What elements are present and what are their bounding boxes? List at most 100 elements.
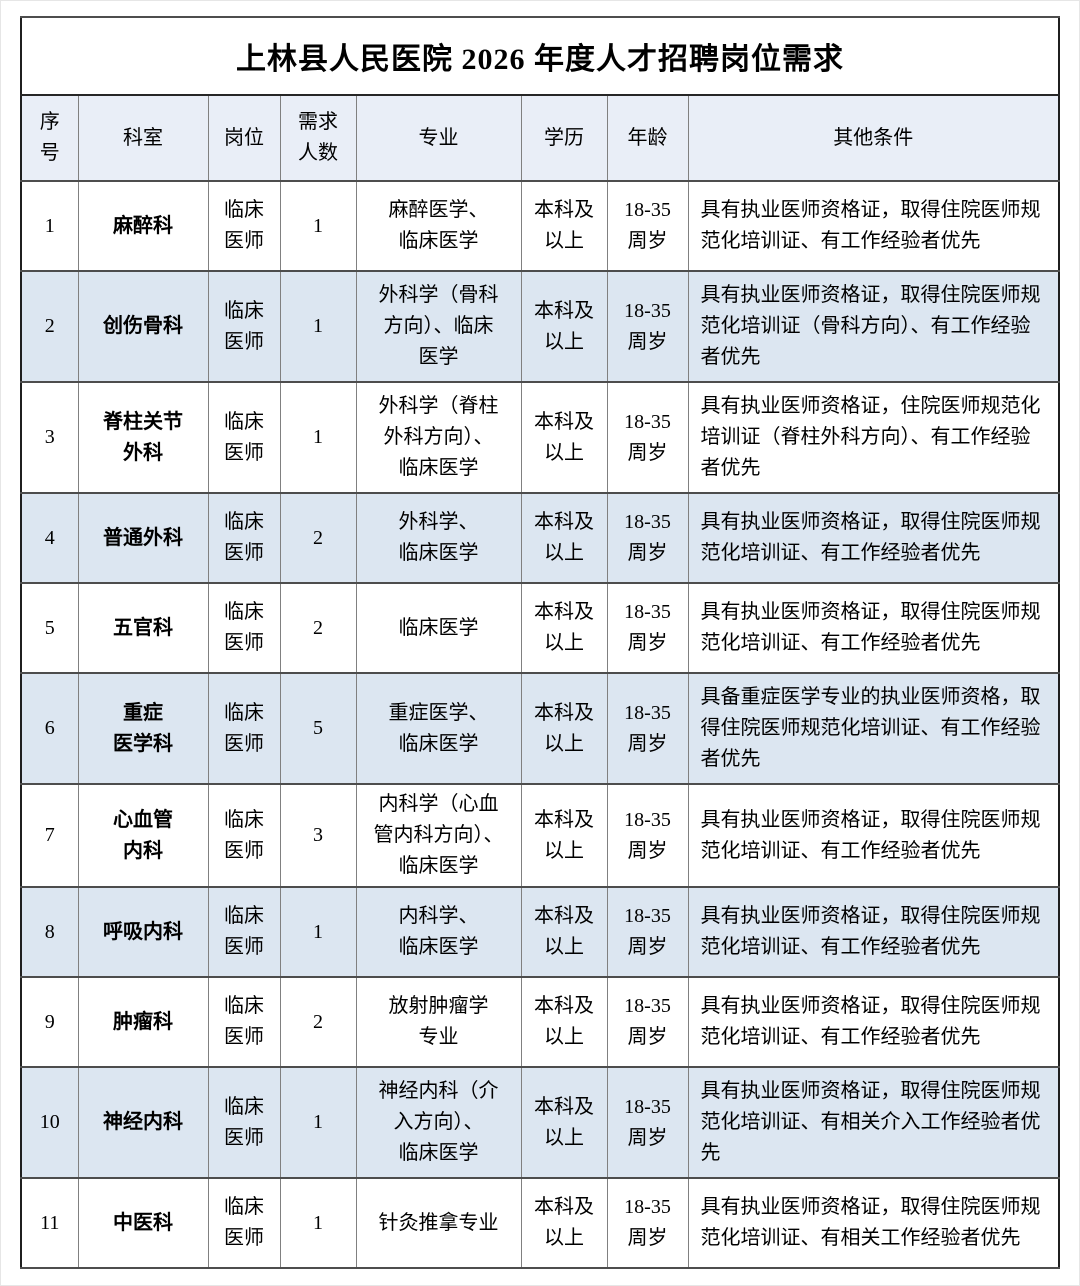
recruitment-table: 上林县人民医院 2026 年度人才招聘岗位需求 序 号 科室 岗位 需求 人数 … <box>20 16 1060 1269</box>
cell-age: 18-35 周岁 <box>606 672 689 785</box>
cell-education: 本科及 以上 <box>520 582 608 674</box>
cell-other: 具有执业医师资格证，取得住院医师规范化培训证、有工作经验者优先 <box>687 180 1060 272</box>
cell-other: 具有执业医师资格证，取得住院医师规范化培训证、有工作经验者优先 <box>687 783 1060 888</box>
cell-no: 9 <box>20 976 79 1068</box>
cell-position: 临床 医师 <box>207 582 281 674</box>
cell-age: 18-35 周岁 <box>606 180 689 272</box>
cell-age: 18-35 周岁 <box>606 1066 689 1179</box>
cell-no: 10 <box>20 1066 79 1179</box>
cell-education: 本科及 以上 <box>520 672 608 785</box>
cell-count: 2 <box>279 976 357 1068</box>
cell-count: 1 <box>279 886 357 978</box>
cell-other: 具有执业医师资格证，取得住院医师规范化培训证、有相关介入工作经验者优先 <box>687 1066 1060 1179</box>
cell-count: 1 <box>279 270 357 383</box>
cell-major: 外科学（骨科 方向）、临床 医学 <box>355 270 522 383</box>
table-row: 4 普通外科 临床 医师 2 外科学、 临床医学 本科及 以上 18-35 周岁… <box>20 492 1060 584</box>
cell-age: 18-35 周岁 <box>606 381 689 494</box>
cell-position: 临床 医师 <box>207 180 281 272</box>
cell-no: 7 <box>20 783 79 888</box>
cell-dept: 五官科 <box>77 582 209 674</box>
cell-no: 4 <box>20 492 79 584</box>
table-row: 10 神经内科 临床 医师 1 神经内科（介 入方向）、 临床医学 本科及 以上… <box>20 1066 1060 1179</box>
cell-no: 1 <box>20 180 79 272</box>
cell-age: 18-35 周岁 <box>606 1177 689 1269</box>
cell-count: 2 <box>279 492 357 584</box>
cell-education: 本科及 以上 <box>520 270 608 383</box>
header-dept: 科室 <box>77 94 209 182</box>
cell-no: 3 <box>20 381 79 494</box>
cell-count: 5 <box>279 672 357 785</box>
cell-count: 1 <box>279 1066 357 1179</box>
cell-major: 重症医学、 临床医学 <box>355 672 522 785</box>
cell-age: 18-35 周岁 <box>606 783 689 888</box>
header-education: 学历 <box>520 94 608 182</box>
cell-other: 具有执业医师资格证，取得住院医师规范化培训证（骨科方向）、有工作经验者优先 <box>687 270 1060 383</box>
cell-other: 具有执业医师资格证，住院医师规范化培训证（脊柱外科方向）、有工作经验者优先 <box>687 381 1060 494</box>
table-row: 8 呼吸内科 临床 医师 1 内科学、 临床医学 本科及 以上 18-35 周岁… <box>20 886 1060 978</box>
cell-other: 具有执业医师资格证，取得住院医师规范化培训证、有工作经验者优先 <box>687 582 1060 674</box>
cell-age: 18-35 周岁 <box>606 270 689 383</box>
cell-dept: 神经内科 <box>77 1066 209 1179</box>
cell-other: 具备重症医学专业的执业医师资格，取得住院医师规范化培训证、有工作经验者优先 <box>687 672 1060 785</box>
cell-no: 2 <box>20 270 79 383</box>
cell-education: 本科及 以上 <box>520 886 608 978</box>
cell-count: 1 <box>279 1177 357 1269</box>
cell-major: 放射肿瘤学 专业 <box>355 976 522 1068</box>
cell-education: 本科及 以上 <box>520 492 608 584</box>
cell-dept: 脊柱关节 外科 <box>77 381 209 494</box>
cell-count: 3 <box>279 783 357 888</box>
table-row: 7 心血管 内科 临床 医师 3 内科学（心血 管内科方向）、 临床医学 本科及… <box>20 783 1060 888</box>
cell-position: 临床 医师 <box>207 976 281 1068</box>
table-row: 1 麻醉科 临床 医师 1 麻醉医学、 临床医学 本科及 以上 18-35 周岁… <box>20 180 1060 272</box>
header-major: 专业 <box>355 94 522 182</box>
cell-dept: 重症 医学科 <box>77 672 209 785</box>
cell-major: 外科学（脊柱 外科方向）、 临床医学 <box>355 381 522 494</box>
cell-other: 具有执业医师资格证，取得住院医师规范化培训证、有相关工作经验者优先 <box>687 1177 1060 1269</box>
cell-major: 外科学、 临床医学 <box>355 492 522 584</box>
cell-count: 2 <box>279 582 357 674</box>
title-row: 上林县人民医院 2026 年度人才招聘岗位需求 <box>20 16 1060 96</box>
cell-education: 本科及 以上 <box>520 180 608 272</box>
header-position: 岗位 <box>207 94 281 182</box>
cell-position: 临床 医师 <box>207 783 281 888</box>
table-row: 3 脊柱关节 外科 临床 医师 1 外科学（脊柱 外科方向）、 临床医学 本科及… <box>20 381 1060 494</box>
header-row: 序 号 科室 岗位 需求 人数 专业 学历 年龄 其他条件 <box>20 94 1060 182</box>
cell-other: 具有执业医师资格证，取得住院医师规范化培训证、有工作经验者优先 <box>687 492 1060 584</box>
cell-major: 麻醉医学、 临床医学 <box>355 180 522 272</box>
cell-no: 11 <box>20 1177 79 1269</box>
cell-education: 本科及 以上 <box>520 381 608 494</box>
cell-age: 18-35 周岁 <box>606 976 689 1068</box>
cell-position: 临床 医师 <box>207 886 281 978</box>
table-row: 11 中医科 临床 医师 1 针灸推拿专业 本科及 以上 18-35 周岁 具有… <box>20 1177 1060 1269</box>
cell-dept: 中医科 <box>77 1177 209 1269</box>
table-row: 9 肿瘤科 临床 医师 2 放射肿瘤学 专业 本科及 以上 18-35 周岁 具… <box>20 976 1060 1068</box>
cell-position: 临床 医师 <box>207 1177 281 1269</box>
cell-major: 内科学、 临床医学 <box>355 886 522 978</box>
cell-no: 5 <box>20 582 79 674</box>
cell-count: 1 <box>279 180 357 272</box>
header-other: 其他条件 <box>687 94 1060 182</box>
table-row: 5 五官科 临床 医师 2 临床医学 本科及 以上 18-35 周岁 具有执业医… <box>20 582 1060 674</box>
cell-dept: 普通外科 <box>77 492 209 584</box>
cell-other: 具有执业医师资格证，取得住院医师规范化培训证、有工作经验者优先 <box>687 976 1060 1068</box>
cell-education: 本科及 以上 <box>520 1177 608 1269</box>
cell-education: 本科及 以上 <box>520 783 608 888</box>
cell-dept: 呼吸内科 <box>77 886 209 978</box>
table-row: 2 创伤骨科 临床 医师 1 外科学（骨科 方向）、临床 医学 本科及 以上 1… <box>20 270 1060 383</box>
cell-age: 18-35 周岁 <box>606 492 689 584</box>
table-row: 6 重症 医学科 临床 医师 5 重症医学、 临床医学 本科及 以上 18-35… <box>20 672 1060 785</box>
cell-dept: 心血管 内科 <box>77 783 209 888</box>
cell-no: 6 <box>20 672 79 785</box>
header-no: 序 号 <box>20 94 79 182</box>
cell-age: 18-35 周岁 <box>606 582 689 674</box>
cell-major: 神经内科（介 入方向）、 临床医学 <box>355 1066 522 1179</box>
cell-dept: 肿瘤科 <box>77 976 209 1068</box>
cell-count: 1 <box>279 381 357 494</box>
cell-major: 临床医学 <box>355 582 522 674</box>
cell-education: 本科及 以上 <box>520 976 608 1068</box>
cell-position: 临床 医师 <box>207 381 281 494</box>
cell-dept: 创伤骨科 <box>77 270 209 383</box>
cell-age: 18-35 周岁 <box>606 886 689 978</box>
header-age: 年龄 <box>606 94 689 182</box>
